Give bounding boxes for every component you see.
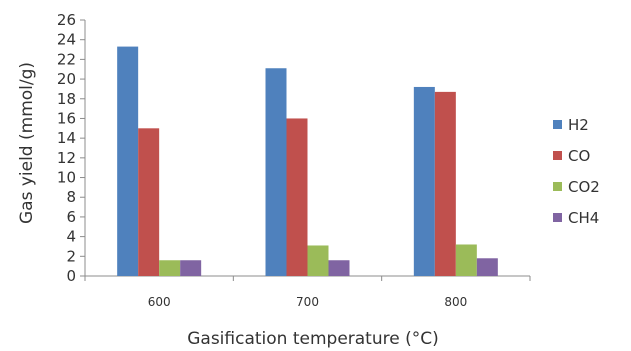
x-tick-label: 800	[444, 295, 467, 309]
y-axis-title: Gas yield (mmol/g)	[17, 62, 37, 224]
y-tick-label: 24	[57, 31, 76, 49]
y-tick-label: 18	[57, 90, 76, 108]
x-tick-label: 700	[296, 295, 319, 309]
y-tick-label: 16	[57, 109, 76, 127]
bar-ch4-700	[328, 260, 350, 276]
y-tick-label: 8	[66, 188, 76, 206]
bar-ch4-600	[180, 260, 202, 276]
legend-swatch-co2	[553, 182, 562, 191]
bar-co2-700	[307, 245, 329, 276]
y-tick-label: 4	[66, 228, 76, 246]
legend-swatch-co	[553, 151, 562, 160]
legend-label-co2: CO2	[568, 178, 600, 196]
bar-co-700	[286, 118, 308, 276]
legend-label-ch4: CH4	[568, 209, 599, 227]
bar-h2-800	[413, 86, 435, 276]
legend: H2 CO CO2 CH4	[553, 116, 600, 227]
y-tick-label: 12	[57, 149, 76, 167]
bar-h2-600	[117, 46, 139, 277]
y-tick-label: 20	[57, 70, 76, 88]
bar-co2-800	[455, 244, 477, 276]
bar-h2-700	[265, 68, 287, 276]
y-tick-label: 0	[66, 267, 76, 285]
x-tick-label: 600	[148, 295, 171, 309]
legend-label-co: CO	[568, 147, 590, 165]
bar-co2-600	[159, 260, 181, 276]
legend-swatch-h2	[553, 120, 562, 129]
legend-swatch-ch4	[553, 213, 562, 222]
y-tick-label: 26	[57, 11, 76, 29]
y-tick-label: 6	[66, 208, 76, 226]
legend-label-h2: H2	[568, 116, 589, 134]
bar-ch4-800	[476, 258, 498, 276]
y-tick-label: 10	[57, 169, 76, 187]
bar-co-800	[434, 91, 456, 276]
y-tick-label: 2	[66, 247, 76, 265]
bar-co-600	[138, 128, 160, 276]
y-tick-label: 22	[57, 50, 76, 68]
x-axis-title: Gasification temperature (°C)	[187, 329, 439, 349]
y-tick-label: 14	[57, 129, 76, 147]
x-axis: 600 700 800	[84, 275, 531, 309]
bars	[117, 46, 498, 277]
